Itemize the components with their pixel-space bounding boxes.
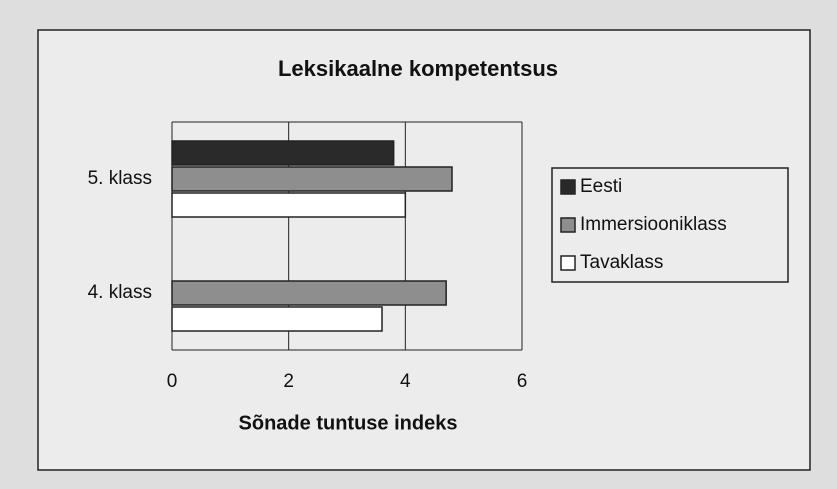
x-tick-label: 6	[517, 371, 528, 392]
legend-label: Eesti	[580, 176, 622, 197]
legend-swatch	[560, 255, 576, 271]
x-tick-label: 4	[400, 371, 411, 392]
bar	[171, 306, 383, 332]
x-tick-label: 2	[283, 371, 294, 392]
chart-title: Leksikaalne kompetentsus	[278, 56, 558, 81]
legend-swatch	[560, 179, 576, 195]
x-tick-label: 0	[167, 371, 178, 392]
legend-label: Tavaklass	[580, 252, 663, 273]
legend-label: Immersiooniklass	[580, 214, 727, 235]
legend-swatch	[560, 217, 576, 233]
y-tick-label: 4. klass	[88, 282, 152, 303]
bar	[171, 280, 447, 306]
bar	[171, 140, 395, 166]
bar	[171, 166, 453, 192]
x-axis-title: Sõnade tuntuse indeks	[239, 412, 458, 434]
legend-box	[551, 167, 789, 283]
y-tick-label: 5. klass	[88, 168, 152, 189]
bar	[171, 192, 407, 218]
